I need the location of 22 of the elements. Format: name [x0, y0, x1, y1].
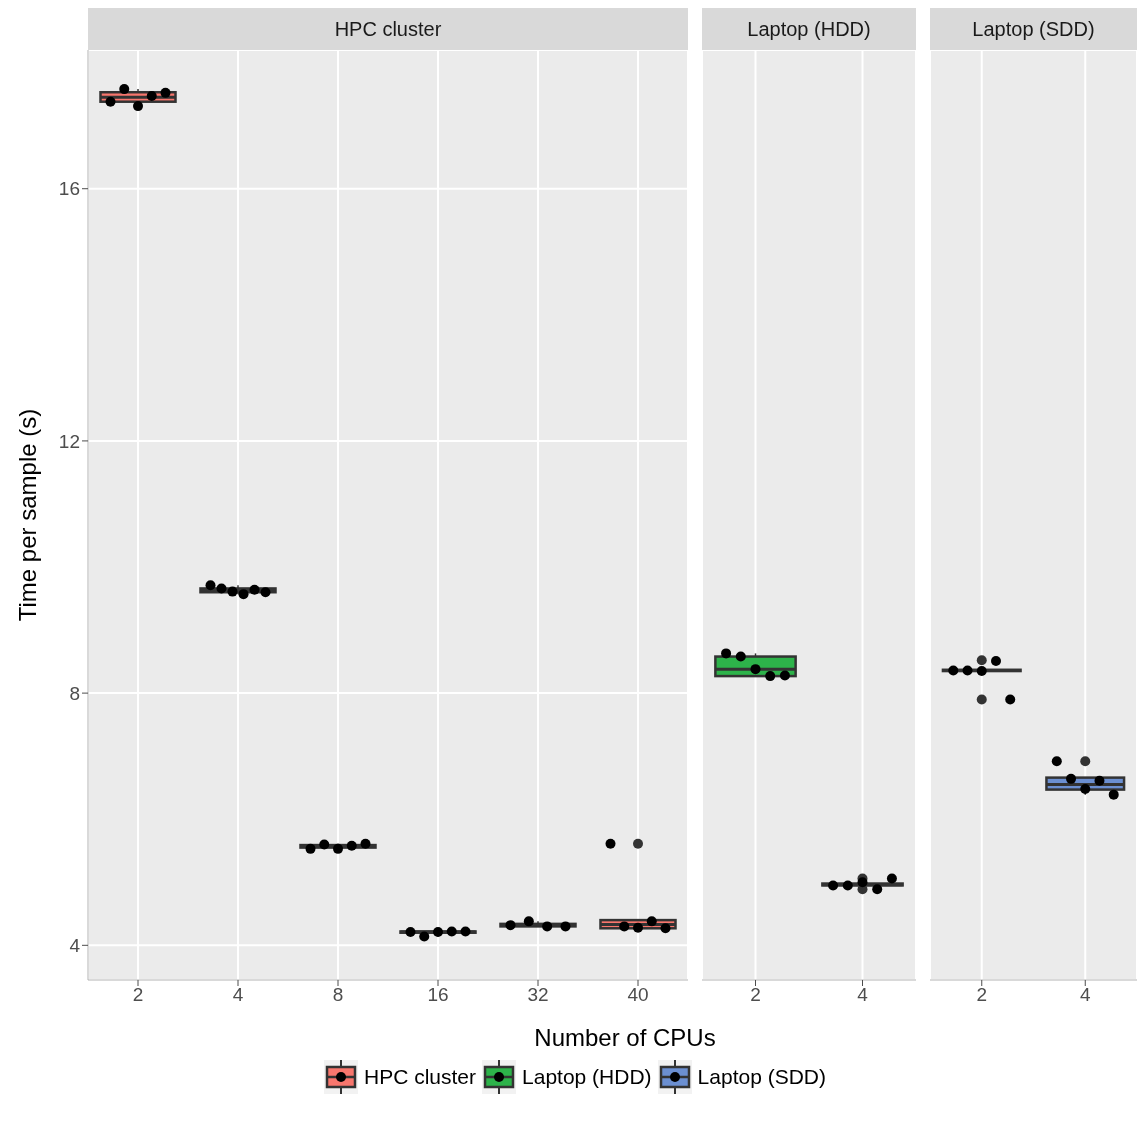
y-tick-label: 8 — [69, 682, 80, 704]
x-tick-label: 4 — [1079, 984, 1091, 1006]
x-tick-label: 40 — [627, 984, 649, 1006]
chart-title: HPC cluster — [334, 17, 442, 41]
x-tick-label: 16 — [427, 984, 449, 1006]
legend-label: Laptop (HDD) — [522, 1065, 652, 1089]
legend-label: HPC cluster — [364, 1065, 477, 1089]
x-tick-label: 2 — [750, 984, 761, 1006]
x-tick-label: 8 — [332, 984, 344, 1006]
x-tick-label: 2 — [132, 984, 144, 1006]
chart-title: Laptop (SDD) — [972, 17, 1095, 41]
x-tick-label: 32 — [527, 984, 549, 1006]
legend-label: Laptop (SDD) — [697, 1065, 826, 1089]
y-tick-label: 16 — [58, 178, 80, 200]
chart-title: Laptop (HDD) — [747, 17, 871, 41]
y-tick-label: 12 — [58, 430, 80, 452]
y-axis-title: Time per sample (s) — [13, 408, 41, 622]
x-axis-title: Number of CPUs — [533, 1024, 717, 1052]
x-tick-label: 2 — [976, 984, 988, 1006]
y-tick-label: 4 — [69, 935, 81, 957]
x-tick-label: 4 — [232, 984, 244, 1006]
x-tick-label: 4 — [857, 984, 869, 1006]
